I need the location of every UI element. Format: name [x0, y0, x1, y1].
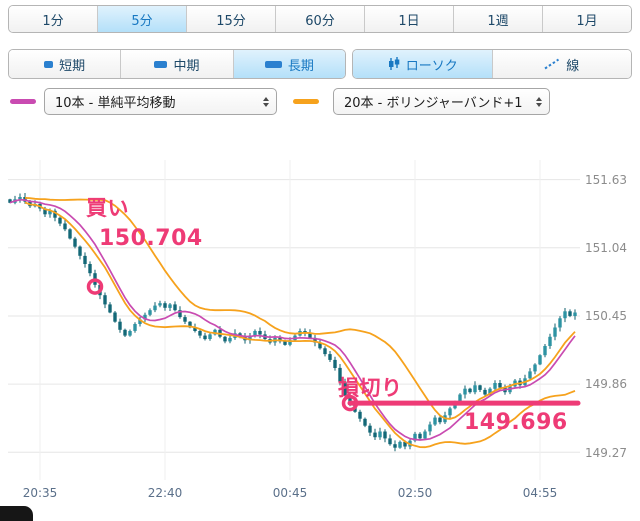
- range-short[interactable]: 短期: [9, 50, 121, 78]
- x-axis-label: 02:50: [397, 486, 433, 500]
- ma-color-swatch: [10, 99, 36, 104]
- range-short-icon: [44, 60, 54, 68]
- bollinger-color-swatch: [293, 99, 319, 104]
- ma-indicator-select[interactable]: 10本 - 単純平均移動: [44, 88, 277, 115]
- y-axis-label: 151.04: [585, 241, 627, 255]
- bottom-left-decoration: [0, 506, 33, 521]
- bollinger-indicator-value: 20本 - ボリンジャーバンド+1: [344, 96, 523, 111]
- range-short-label: 短期: [59, 58, 86, 74]
- chart-type-candlestick[interactable]: ローソク: [353, 50, 492, 78]
- y-axis-label: 149.86: [585, 377, 627, 391]
- timeframe-toolbar: 1分 5分 15分 60分 1日 1週 1月: [8, 5, 632, 33]
- stop-annotation-label: 損切り: [338, 376, 403, 400]
- timeframe-60min[interactable]: 60分: [275, 6, 364, 32]
- range-toolbar: 短期 中期 長期: [8, 49, 346, 79]
- buy-annotation-label: 買い: [86, 196, 129, 220]
- timeframe-1month[interactable]: 1月: [542, 6, 631, 32]
- x-axis-label: 20:35: [22, 486, 58, 500]
- x-axis-label: 00:45: [272, 486, 308, 500]
- chart-type-line-label: 線: [566, 58, 580, 74]
- buy-annotation-price: 150.704: [99, 226, 203, 251]
- range-long-icon: [264, 60, 282, 68]
- timeframe-5min[interactable]: 5分: [97, 6, 186, 32]
- chart-type-toolbar: ローソク 線: [352, 49, 632, 79]
- y-axis-label: 150.45: [585, 309, 627, 323]
- range-long[interactable]: 長期: [232, 50, 345, 78]
- y-axis-label: 149.27: [585, 446, 627, 460]
- range-long-label: 長期: [287, 58, 314, 74]
- indicator-bar: 10本 - 単純平均移動 20本 - ボリンジャーバンド+1: [10, 88, 632, 115]
- y-axis-label: 151.63: [585, 173, 627, 187]
- x-axis-label: 04:55: [522, 486, 558, 500]
- range-medium-icon: [154, 60, 168, 68]
- stop-annotation-price: 149.696: [464, 410, 568, 435]
- bollinger-indicator-select[interactable]: 20本 - ボリンジャーバンド+1: [333, 88, 550, 115]
- chart-type-line[interactable]: 線: [491, 50, 631, 78]
- range-medium-label: 中期: [173, 58, 200, 74]
- candlestick-icon: [387, 57, 400, 71]
- chart-type-candlestick-label: ローソク: [405, 58, 458, 74]
- x-axis-label: 22:40: [147, 486, 183, 500]
- timeframe-1week[interactable]: 1週: [453, 6, 542, 32]
- timeframe-15min[interactable]: 15分: [186, 6, 275, 32]
- range-medium[interactable]: 中期: [120, 50, 233, 78]
- timeframe-1min[interactable]: 1分: [9, 6, 97, 32]
- select-arrows-icon: [528, 96, 542, 107]
- select-arrows-icon: [255, 96, 269, 107]
- timeframe-1day[interactable]: 1日: [364, 6, 453, 32]
- ma-indicator-value: 10本 - 単純平均移動: [55, 96, 176, 111]
